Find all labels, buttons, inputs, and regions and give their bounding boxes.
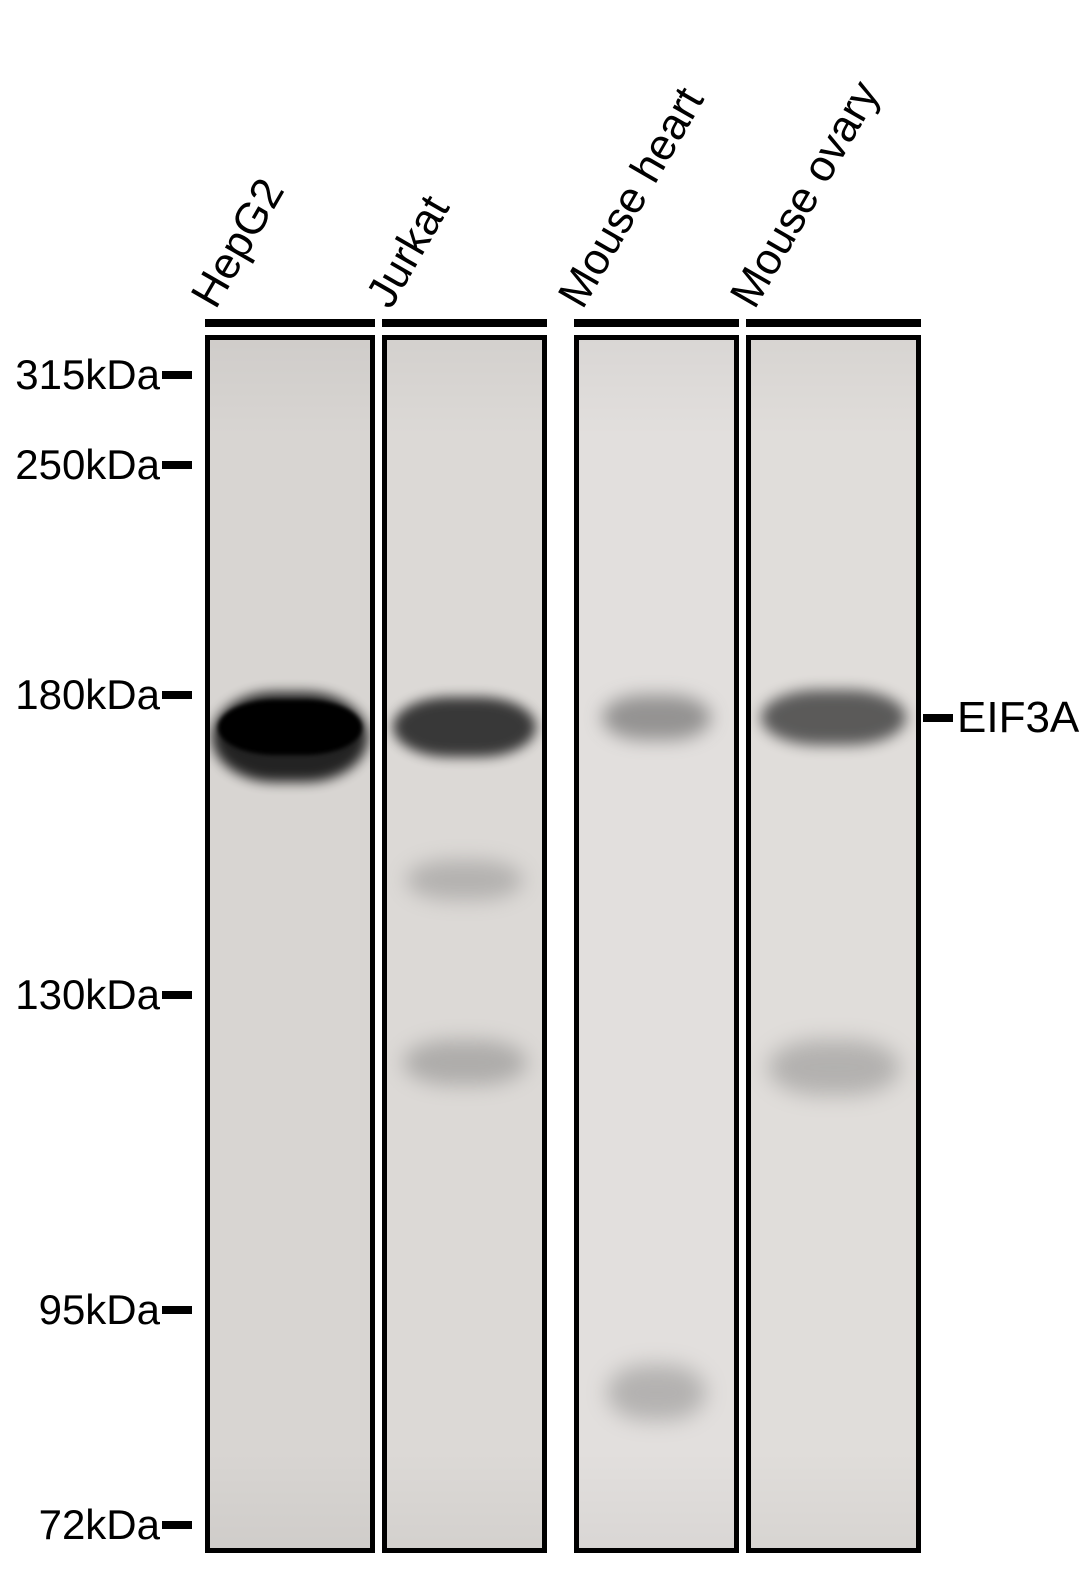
panel-texture (210, 340, 370, 1548)
lane-mouse-heart-underline (574, 319, 739, 327)
lane-jurkat-panel (382, 335, 547, 1553)
mw-marker-tick (162, 1521, 192, 1529)
lane-mouse-heart-label: Mouse heart (549, 79, 715, 316)
mw-marker-tick (162, 991, 192, 999)
mw-marker-label: 315kDa (15, 351, 160, 399)
mw-marker-label: 95kDa (39, 1286, 160, 1334)
lane-hepg2-panel (205, 335, 375, 1553)
panel-texture (751, 340, 916, 1548)
lane-mouse-ovary-label: Mouse ovary (721, 73, 890, 316)
lane-jurkat-underline (382, 319, 547, 327)
lane-jurkat-label: Jurkat (357, 187, 460, 316)
lane-mouse-heart-band (607, 1365, 706, 1420)
lane-mouse-heart-band (602, 695, 711, 740)
lane-hepg2-underline (205, 319, 375, 327)
lane-mouse-ovary-underline (746, 319, 921, 327)
lane-hepg2-label: HepG2 (182, 170, 295, 316)
lane-jurkat-band (393, 697, 536, 757)
panel-texture (387, 340, 542, 1548)
mw-marker-tick (162, 691, 192, 699)
mw-marker-tick (162, 371, 192, 379)
protein-label: EIF3A (957, 693, 1079, 743)
protein-label-tick (923, 714, 953, 722)
lane-hepg2-band (218, 700, 362, 755)
mw-marker-label: 130kDa (15, 971, 160, 1019)
lane-mouse-heart-panel (574, 335, 739, 1553)
western-blot-figure: 315kDa 250kDa 180kDa 130kDa 95kDa 72kDa HepG2 J… (0, 0, 1080, 1594)
lane-mouse-ovary-band (761, 690, 906, 745)
mw-marker-label: 250kDa (15, 441, 160, 489)
mw-marker-tick (162, 1306, 192, 1314)
mw-marker-label: 180kDa (15, 671, 160, 719)
lane-mouse-ovary-band (768, 1040, 900, 1095)
lane-mouse-ovary-panel (746, 335, 921, 1553)
lane-jurkat-band (403, 1040, 527, 1085)
mw-marker-tick (162, 461, 192, 469)
mw-marker-label: 72kDa (39, 1501, 160, 1549)
lane-jurkat-band (406, 860, 524, 900)
